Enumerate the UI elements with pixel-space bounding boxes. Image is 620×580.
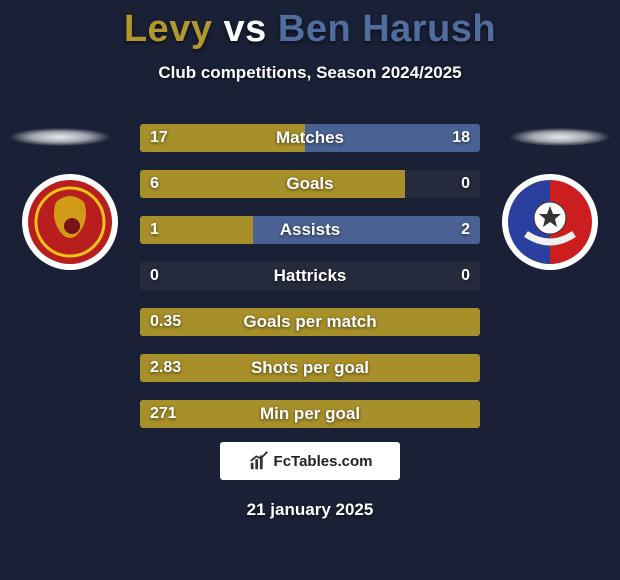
stat-label: Goals per match [140, 308, 480, 336]
stat-label: Shots per goal [140, 354, 480, 382]
vs-text: vs [224, 8, 267, 50]
stat-row: 271Min per goal [140, 400, 480, 428]
player2-head-silhouette [510, 128, 610, 146]
chart-icon [248, 450, 270, 472]
stat-row: 00Hattricks [140, 262, 480, 290]
stat-row: 2.83Shots per goal [140, 354, 480, 382]
stat-row: 0.35Goals per match [140, 308, 480, 336]
team-left-badge [20, 172, 120, 272]
stat-label: Assists [140, 216, 480, 244]
brand-footer: FcTables.com [220, 442, 400, 480]
team-right-badge [500, 172, 600, 272]
stats-bars: 1718Matches 60Goals 12Assists 00Hattricks 0.… [140, 124, 480, 446]
stat-label: Hattricks [140, 262, 480, 290]
stat-row: 1718Matches [140, 124, 480, 152]
stat-row: 12Assists [140, 216, 480, 244]
stat-label: Goals [140, 170, 480, 198]
comparison-title: Levy vs Ben Harush [0, 0, 620, 51]
stat-label: Min per goal [140, 400, 480, 428]
stat-label: Matches [140, 124, 480, 152]
player1-head-silhouette [10, 128, 110, 146]
stat-row: 60Goals [140, 170, 480, 198]
player1-name: Levy [124, 8, 213, 50]
date: 21 january 2025 [0, 500, 620, 520]
player2-name: Ben Harush [278, 8, 496, 50]
subtitle: Club competitions, Season 2024/2025 [0, 63, 620, 83]
brand-text: FcTables.com [274, 453, 373, 470]
